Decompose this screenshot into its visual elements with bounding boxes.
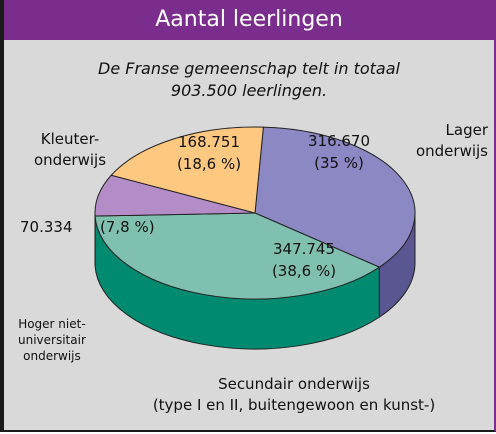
category-label: Kleuter- onderwijs xyxy=(34,130,107,169)
chart xyxy=(94,126,416,350)
slice xyxy=(94,212,381,300)
chart-title: Aantal leerlingen xyxy=(4,0,494,40)
slice xyxy=(254,126,416,268)
category-label: Hoger niet- universitair onderwijs xyxy=(18,317,86,363)
count-label: 70.334 xyxy=(20,218,73,236)
value-label: (35 %) xyxy=(314,154,364,172)
count-label: 168.751 xyxy=(177,133,241,151)
chart-subtitle: De Franse gemeenschap telt in totaal 903… xyxy=(98,59,400,100)
category-label: Secundair onderwijs (type I en II, buite… xyxy=(152,375,436,414)
count-label: 347.745 xyxy=(272,240,336,258)
category-label: Lager onderwijs xyxy=(415,121,488,160)
slice xyxy=(110,126,264,214)
value-label: (7,8 %) xyxy=(100,218,155,236)
value-label: (18,6 %) xyxy=(176,155,242,173)
value-label: (38,6 %) xyxy=(271,262,337,280)
count-label: 316.670 xyxy=(307,132,371,150)
